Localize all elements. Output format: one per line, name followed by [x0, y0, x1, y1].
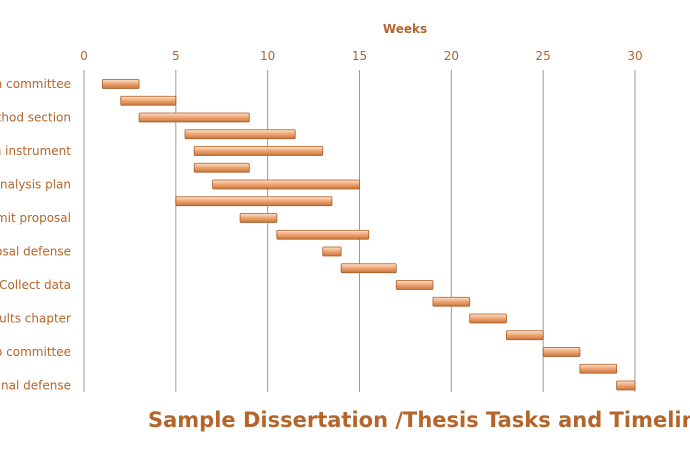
task-bar [432, 296, 471, 307]
task-label: Final defense [0, 379, 71, 393]
gridlines [83, 70, 636, 392]
task-label: osal defense [0, 245, 71, 259]
chart-title: Sample Dissertation /Thesis Tasks and Ti… [148, 408, 690, 432]
x-tick-labels: 0 5 10 15 20 25 30 [80, 49, 642, 63]
task-bar [120, 95, 177, 106]
task-bar [193, 162, 250, 173]
x-tick-label: 25 [536, 49, 551, 63]
task-label: Collect data [0, 278, 71, 292]
task-bar [212, 179, 360, 190]
task-bar [616, 380, 636, 391]
task-bar [276, 229, 370, 240]
task-bar [542, 347, 581, 357]
x-tick-label: 5 [172, 49, 180, 63]
task-bar [340, 263, 397, 274]
task-label: analysis plan [0, 178, 71, 192]
task-label: mit proposal [0, 211, 71, 225]
task-bar [395, 280, 434, 290]
task-bar [193, 146, 324, 156]
task-label: sults chapter [0, 312, 71, 326]
x-tick-label: 15 [352, 49, 367, 63]
x-tick-label: 30 [627, 49, 642, 63]
task-bar [239, 213, 278, 223]
task-label: m committee [0, 77, 71, 91]
x-tick-label: 0 [80, 49, 88, 63]
task-bar [469, 313, 507, 324]
task-bar [322, 246, 342, 257]
task-bar [175, 196, 333, 207]
task-bar [138, 112, 250, 123]
task-label: n instrument [0, 144, 71, 158]
task-bar [506, 330, 544, 341]
x-axis-title: Weeks [383, 22, 427, 36]
task-label: ethod section [0, 111, 71, 125]
task-bar [579, 363, 618, 374]
task-labels: m committee ethod section n instrument anal… [0, 77, 71, 393]
x-tick-label: 10 [260, 49, 275, 63]
task-bars [101, 79, 636, 391]
task-label: o committee [0, 345, 71, 359]
task-bar [184, 129, 296, 140]
x-tick-label: 20 [444, 49, 459, 63]
task-bar [101, 79, 140, 89]
